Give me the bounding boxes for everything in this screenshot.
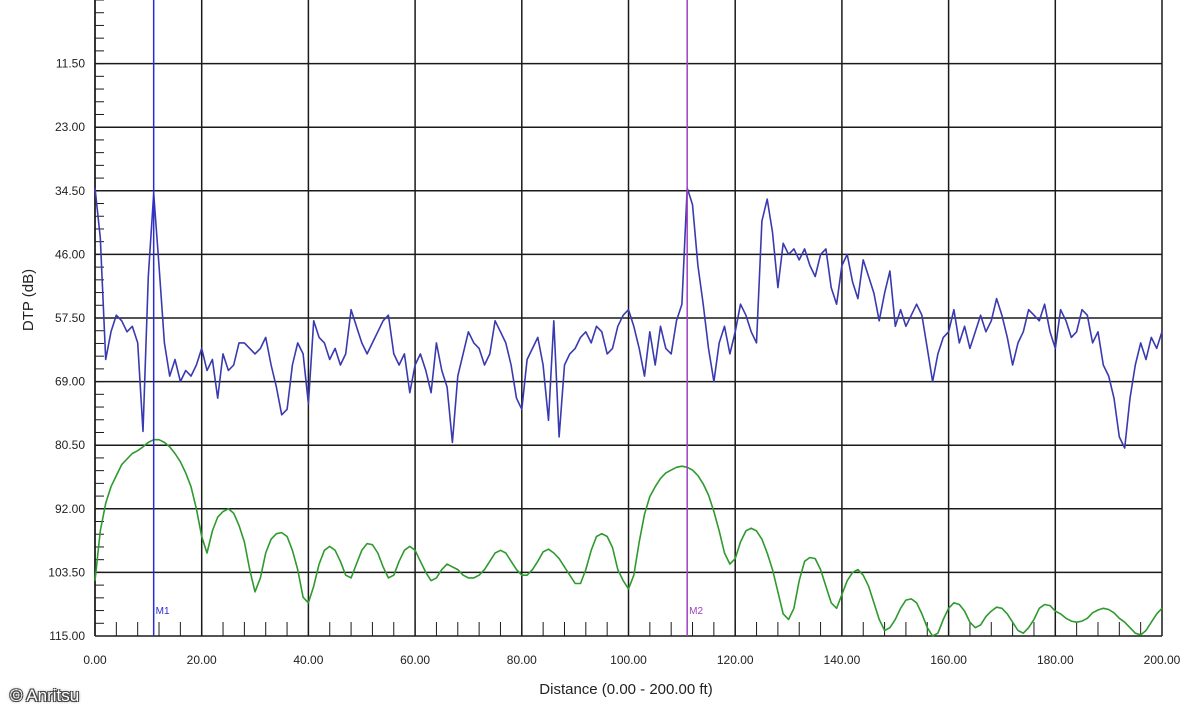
x-tick-label: 60.00: [400, 653, 430, 667]
x-tick-label: 180.00: [1037, 653, 1074, 667]
x-tick-label: 100.00: [610, 653, 647, 667]
y-tick-label: 34.50: [55, 184, 85, 198]
x-tick-label: 40.00: [293, 653, 323, 667]
minor-ticks: [94, 0, 1163, 637]
marker-layer: M1 M2: [152, 0, 704, 636]
y-tick-label: 115.00: [49, 629, 85, 643]
x-tick-label: 140.00: [824, 653, 861, 667]
x-tick-label: 200.00: [1144, 653, 1181, 667]
y-axis-title: DTP (dB): [20, 269, 37, 331]
series-line-2: [94, 438, 1163, 637]
y-tick-label: 46.00: [55, 247, 85, 261]
x-tick-label: 160.00: [930, 653, 967, 667]
y-tick-label: 69.00: [55, 375, 85, 389]
y-tick-label: 80.50: [55, 438, 85, 452]
series-layer: [94, 187, 1163, 637]
marker-label-m2: M2: [689, 606, 703, 617]
x-tick-label: 120.00: [717, 653, 754, 667]
marker-label-m1: M1: [156, 606, 170, 617]
x-axis-title: Distance (0.00 - 200.00 ft): [539, 681, 712, 698]
copyright-watermark: © Anritsu: [10, 686, 80, 705]
x-tick-label: 80.00: [507, 653, 537, 667]
x-tick-label: 0.00: [83, 653, 107, 667]
tick-labels: 0.00 20.00 40.00 60.00 80.00 100.00 120.00 140.…: [48, 57, 1180, 667]
y-tick-label: 103.50: [48, 565, 85, 579]
y-tick-label: 92.00: [55, 502, 85, 516]
x-tick-label: 20.00: [187, 653, 217, 667]
y-tick-label: 11.50: [56, 57, 85, 71]
y-tick-label: 57.50: [55, 311, 85, 325]
series-line-1: [94, 187, 1163, 449]
y-tick-label: 23.00: [55, 120, 85, 134]
